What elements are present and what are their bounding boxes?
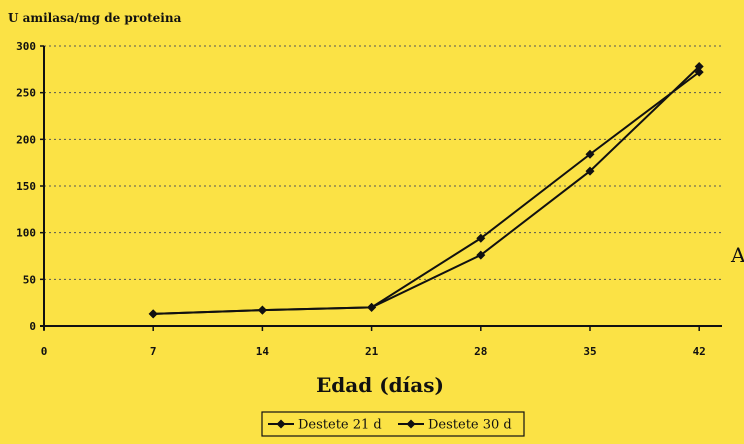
series-0-point-35: [585, 149, 595, 159]
series-1-point-28: [476, 250, 486, 260]
x-tick-label-14: 14: [256, 345, 270, 358]
series-1-point-21: [367, 302, 377, 312]
y-tick-label-50: 50: [23, 273, 36, 286]
gridlines: [44, 45, 722, 280]
x-tick-label-35: 35: [583, 345, 596, 358]
series-1-point-7: [148, 309, 158, 319]
series-lines: [148, 62, 704, 319]
legend: Destete 21 d Destete 30 d: [261, 411, 525, 437]
axes: [40, 46, 722, 330]
series-0-point-28: [476, 233, 486, 243]
x-tick-label-21: 21: [365, 345, 379, 358]
edge-text-fragment: A: [730, 243, 744, 267]
y-tick-label-300: 300: [16, 40, 36, 53]
y-axis-label: U amilasa/mg de proteina: [8, 11, 182, 25]
y-tick-label-0: 0: [29, 320, 36, 333]
series-1: [148, 62, 704, 319]
y-tick-label-150: 150: [16, 180, 36, 193]
x-tick-label-7: 7: [150, 345, 157, 358]
legend-marker-0: [276, 419, 286, 429]
x-tick-label-28: 28: [474, 345, 487, 358]
y-tick-label-250: 250: [16, 87, 36, 100]
y-tick-label-200: 200: [16, 133, 36, 146]
legend-label-0: Destete 21 d: [298, 418, 382, 433]
x-tick-label-42: 42: [693, 345, 706, 358]
series-1-point-14: [257, 305, 267, 315]
legend-label-1: Destete 30 d: [428, 418, 512, 433]
series-1-point-35: [585, 166, 595, 176]
x-axis-label: Edad (días): [316, 373, 444, 397]
legend-box: [261, 411, 525, 437]
x-tick-label-0: 0: [41, 345, 48, 358]
series-line-1: [153, 65, 700, 315]
y-tick-label-100: 100: [16, 227, 36, 240]
y-tick-labels: 0 50 100 150 200 250 300: [16, 40, 44, 333]
legend-marker-1: [406, 419, 416, 429]
x-tick-labels: 0 7 14 21 28 35 42: [41, 326, 706, 358]
series-line-0: [153, 71, 700, 315]
series-1-point-42: [694, 62, 704, 72]
